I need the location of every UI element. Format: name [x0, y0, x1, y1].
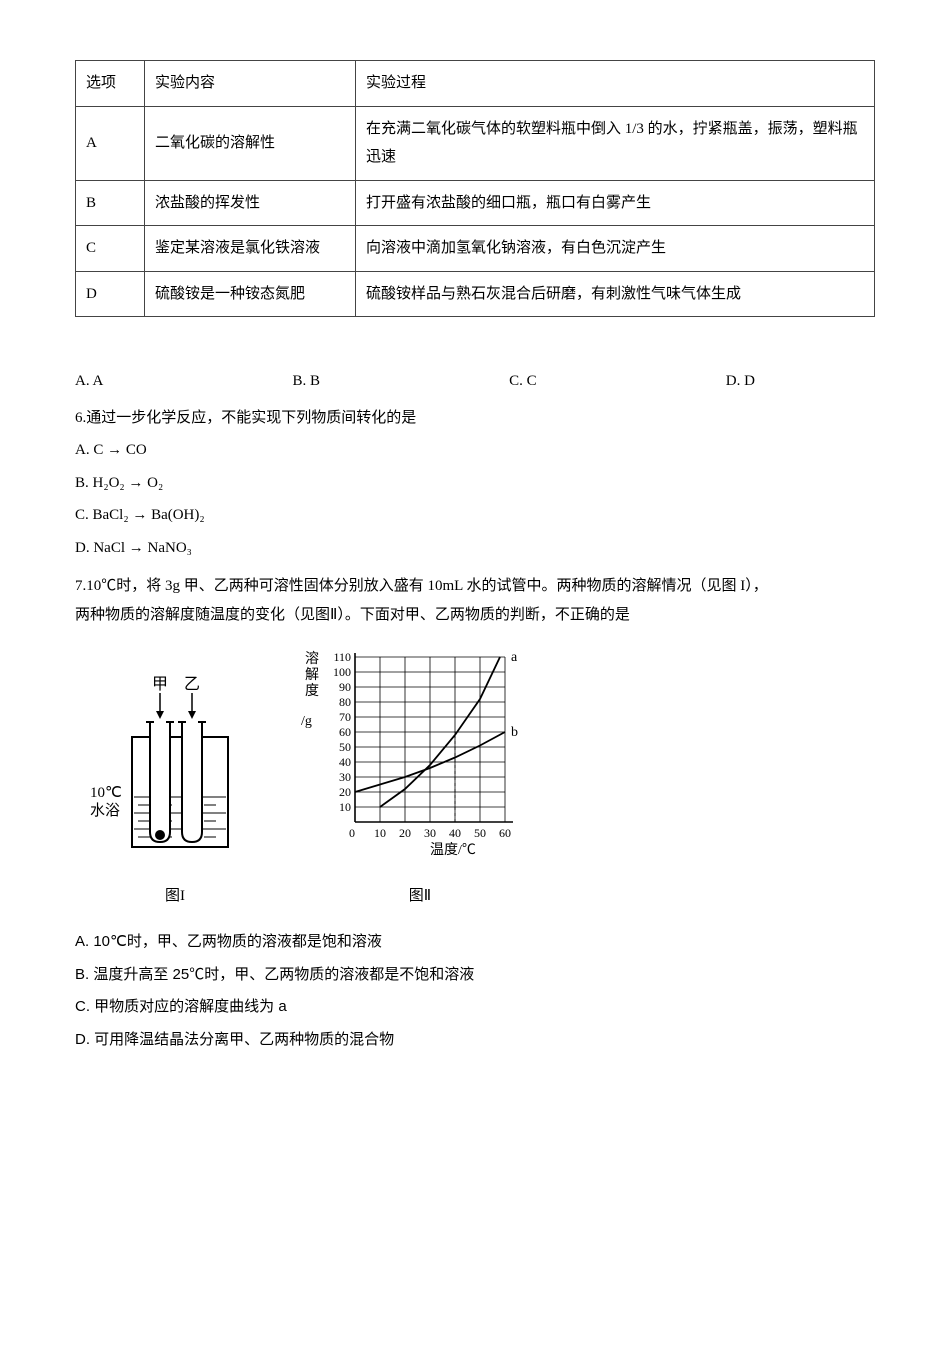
cell: 鉴定某溶液是氯化铁溶液	[145, 226, 356, 272]
q7-option-b: B. 温度升高至 25℃时，甲、乙两物质的溶液都是不饱和溶液	[75, 961, 875, 990]
table-row: C 鉴定某溶液是氯化铁溶液 向溶液中滴加氢氧化钠溶液，有白色沉淀产生	[76, 226, 875, 272]
svg-text:70: 70	[339, 710, 351, 724]
option-d: D. D	[726, 367, 755, 396]
cell: B	[76, 180, 145, 226]
svg-text:温度/℃: 温度/℃	[430, 842, 476, 858]
svg-text:60: 60	[339, 725, 351, 739]
svg-text:50: 50	[339, 740, 351, 754]
cell: 浓盐酸的挥发性	[145, 180, 356, 226]
table-row: A 二氧化碳的溶解性 在充满二氧化碳气体的软塑料瓶中倒入 1/3 的水，拧紧瓶盖…	[76, 106, 875, 180]
svg-text:60: 60	[499, 826, 511, 840]
q5-options: A. A B. B C. C D. D	[75, 367, 755, 396]
svg-text:100: 100	[333, 665, 351, 679]
q7-option-c: C. 甲物质对应的溶解度曲线为 a	[75, 993, 875, 1022]
svg-text:110: 110	[333, 650, 351, 664]
col-option: 选项	[76, 61, 145, 107]
figure-area: 甲 乙 10℃ 水浴	[90, 647, 875, 910]
cell: A	[76, 106, 145, 180]
svg-text:度: 度	[305, 683, 319, 699]
fig2-caption: 图Ⅱ	[295, 882, 545, 911]
svg-text:a: a	[511, 650, 518, 665]
q6-stem: 6.通过一步化学反应，不能实现下列物质间转化的是	[75, 404, 875, 433]
svg-text:30: 30	[339, 770, 351, 784]
temp-label-2: 水浴	[90, 802, 120, 819]
svg-text:10: 10	[374, 826, 386, 840]
col-content: 实验内容	[145, 61, 356, 107]
svg-text:20: 20	[399, 826, 411, 840]
q6-option-a: A. C → CO	[75, 436, 875, 465]
svg-text:50: 50	[474, 826, 486, 840]
cell: 在充满二氧化碳气体的软塑料瓶中倒入 1/3 的水，拧紧瓶盖，振荡，塑料瓶迅速	[356, 106, 875, 180]
table-row: B 浓盐酸的挥发性 打开盛有浓盐酸的细口瓶，瓶口有白雾产生	[76, 180, 875, 226]
label-jia: 甲	[152, 676, 168, 693]
svg-text:20: 20	[339, 785, 351, 799]
svg-text:10: 10	[339, 800, 351, 814]
temp-label-1: 10℃	[90, 785, 122, 801]
tubes-svg: 甲 乙 10℃ 水浴	[90, 667, 260, 867]
option-a: A. A	[75, 367, 103, 396]
figure-1: 甲 乙 10℃ 水浴	[90, 667, 260, 910]
table-body: A 二氧化碳的溶解性 在充满二氧化碳气体的软塑料瓶中倒入 1/3 的水，拧紧瓶盖…	[76, 106, 875, 317]
option-b: B. B	[292, 367, 320, 396]
q6-option-d: D. NaCl → NaNO₃	[75, 534, 875, 563]
svg-text:80: 80	[339, 695, 351, 709]
col-process: 实验过程	[356, 61, 875, 107]
q6-option-c: C. BaCl₂ → Ba(OH)₂	[75, 501, 875, 530]
svg-text:40: 40	[339, 755, 351, 769]
solubility-chart: 溶解度/g01020304050601020304050607080901001…	[295, 647, 545, 867]
svg-text:90: 90	[339, 680, 351, 694]
experiment-table: 选项 实验内容 实验过程 A 二氧化碳的溶解性 在充满二氧化碳气体的软塑料瓶中倒…	[75, 60, 875, 317]
q7-stem-line1: 7.10℃时，将 3g 甲、乙两种可溶性固体分别放入盛有 10mL 水的试管中。…	[75, 572, 875, 601]
solid-jia	[155, 830, 165, 840]
svg-text:0: 0	[349, 826, 355, 840]
svg-text:溶: 溶	[305, 651, 319, 667]
cell: 打开盛有浓盐酸的细口瓶，瓶口有白雾产生	[356, 180, 875, 226]
cell: C	[76, 226, 145, 272]
svg-text:解: 解	[305, 667, 319, 683]
q7-stem-line2: 两种物质的溶解度随温度的变化（见图Ⅱ）。下面对甲、乙两物质的判断，不正确的是	[75, 601, 875, 630]
cell: D	[76, 271, 145, 317]
cell: 向溶液中滴加氢氧化钠溶液，有白色沉淀产生	[356, 226, 875, 272]
q6-option-b: B. H₂O₂ → O₂	[75, 469, 875, 498]
svg-text:40: 40	[449, 826, 461, 840]
q7-option-a: A. 10℃时，甲、乙两物质的溶液都是饱和溶液	[75, 928, 875, 957]
svg-text:b: b	[511, 725, 518, 740]
svg-text:30: 30	[424, 826, 436, 840]
cell: 硫酸铵样品与熟石灰混合后研磨，有刺激性气味气体生成	[356, 271, 875, 317]
table-row: D 硫酸铵是一种铵态氮肥 硫酸铵样品与熟石灰混合后研磨，有刺激性气味气体生成	[76, 271, 875, 317]
q7-option-d: D. 可用降温结晶法分离甲、乙两种物质的混合物	[75, 1026, 875, 1055]
label-yi: 乙	[184, 676, 200, 693]
figure-2: 溶解度/g01020304050601020304050607080901001…	[295, 647, 545, 910]
svg-text:/g: /g	[301, 714, 312, 729]
cell: 二氧化碳的溶解性	[145, 106, 356, 180]
cell: 硫酸铵是一种铵态氮肥	[145, 271, 356, 317]
fig1-caption: 图I	[90, 882, 260, 911]
option-c: C. C	[509, 367, 537, 396]
